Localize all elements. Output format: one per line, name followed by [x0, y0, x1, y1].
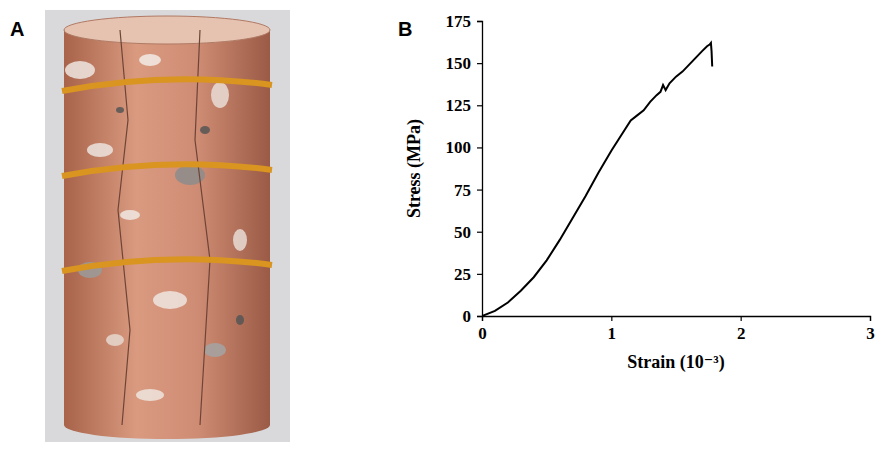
plot-area — [482, 43, 712, 316]
x-axis-title: Strain (10⁻³) — [627, 352, 724, 373]
tick-mark — [477, 316, 482, 317]
axis-line — [483, 317, 871, 322]
x-axis: 0 1 2 3 — [478, 316, 875, 343]
tick-mark — [477, 105, 482, 106]
tick-label: 75 — [454, 181, 471, 200]
tick-label: 150 — [446, 54, 472, 73]
tick: 1 — [608, 316, 617, 343]
panel-b: B 0 1 2 3 0 25 50 75 100 125 150 175 Strain (10⁻³) Str… — [398, 12, 875, 373]
tick: 3 — [866, 316, 875, 343]
tick-label: 25 — [454, 265, 471, 284]
tick: 0 — [478, 316, 487, 343]
tick-mark — [477, 21, 482, 22]
specimen-body — [64, 30, 270, 439]
tick: 75 — [454, 181, 482, 200]
panel-letter: B — [398, 18, 412, 40]
rock-patch — [136, 389, 164, 401]
tick-mark — [477, 189, 482, 190]
panel-letter: A — [10, 18, 24, 40]
rock-patch — [87, 143, 113, 157]
rock-patch — [106, 334, 124, 346]
axis-line — [477, 22, 483, 317]
rock-patch — [139, 54, 161, 66]
tick-mark — [477, 232, 482, 233]
tick-mark — [611, 316, 612, 321]
y-axis: 0 25 50 75 100 125 150 175 — [446, 12, 483, 326]
panel-a: A — [10, 10, 290, 442]
rubber-band — [62, 164, 272, 176]
tick-mark — [741, 316, 742, 321]
tick: 100 — [446, 138, 483, 157]
tick-mark — [477, 63, 482, 64]
rock-patch — [204, 343, 226, 357]
rock-patch — [211, 82, 229, 108]
figure: A B 0 1 2 3 0 25 50 75 100 125 150 175 Strain (10⁻³) St… — [0, 0, 887, 450]
tick-label: 3 — [866, 324, 875, 343]
tick-label: 0 — [478, 324, 487, 343]
tick-label: 2 — [737, 324, 746, 343]
rubber-band — [62, 259, 272, 271]
rubber-band — [62, 79, 272, 91]
tick-mark — [477, 274, 482, 275]
rock-patch — [65, 61, 95, 79]
tick: 50 — [454, 223, 482, 242]
crack — [118, 30, 130, 425]
tick-mark — [477, 147, 482, 148]
tick: 2 — [737, 316, 746, 343]
y-axis-title: Stress (MPa) — [404, 119, 425, 218]
tick-mark — [870, 316, 871, 321]
rock-patch — [233, 229, 247, 251]
tick: 0 — [463, 307, 483, 326]
tick-label: 0 — [463, 307, 472, 326]
tick-label: 50 — [454, 223, 471, 242]
rock-patch — [200, 126, 210, 134]
tick: 25 — [454, 265, 482, 284]
specimen-top — [64, 16, 270, 44]
tick-label: 100 — [446, 138, 472, 157]
tick: 150 — [446, 54, 483, 73]
rock-patch — [153, 291, 187, 309]
tick-label: 1 — [608, 324, 617, 343]
data-line — [482, 43, 712, 316]
rock-patch — [120, 210, 140, 220]
rock-patch — [116, 107, 124, 113]
crack — [195, 30, 210, 425]
tick: 175 — [446, 12, 483, 31]
tick-label: 175 — [446, 12, 472, 31]
rock-patch — [236, 315, 244, 325]
photo-background — [45, 10, 290, 442]
tick-label: 125 — [446, 96, 472, 115]
tick: 125 — [446, 96, 483, 115]
